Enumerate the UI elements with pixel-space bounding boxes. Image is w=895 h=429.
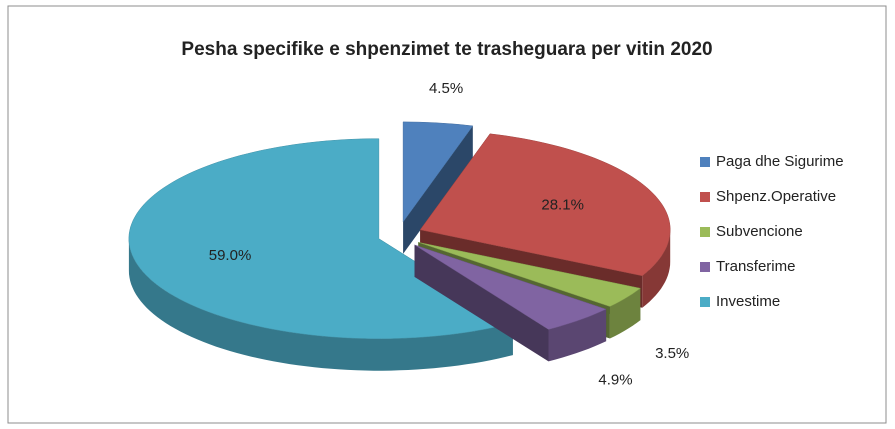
slice: [419, 133, 671, 277]
data-label: 4.9%: [598, 372, 632, 389]
legend-swatch: [700, 157, 710, 167]
legend-swatch: [700, 227, 710, 237]
legend-label: Subvencione: [716, 223, 803, 240]
legend-label: Investime: [716, 293, 780, 310]
data-label: 59.0%: [209, 247, 252, 264]
slice-wall: [548, 309, 607, 362]
slice-wall: [609, 288, 641, 339]
data-label: 28.1%: [541, 196, 584, 213]
slice: [402, 121, 474, 223]
slice: [128, 138, 514, 339]
data-label: 4.5%: [429, 80, 463, 97]
legend-label: Transferime: [716, 258, 795, 275]
legend-swatch: [700, 262, 710, 272]
legend-label: Paga dhe Sigurime: [716, 153, 844, 170]
slice-side: [414, 244, 549, 362]
data-label: 3.5%: [655, 345, 689, 362]
legend-swatch: [700, 192, 710, 202]
chart-title: Pesha specifike e shpenzimet te trashegu…: [181, 39, 712, 60]
slice-wall: [642, 229, 671, 308]
slice-side: [403, 125, 473, 254]
legend-label: Shpenz.Operative: [716, 188, 836, 205]
slice: [414, 244, 607, 330]
slice: [418, 242, 641, 307]
legend-swatch: [700, 297, 710, 307]
